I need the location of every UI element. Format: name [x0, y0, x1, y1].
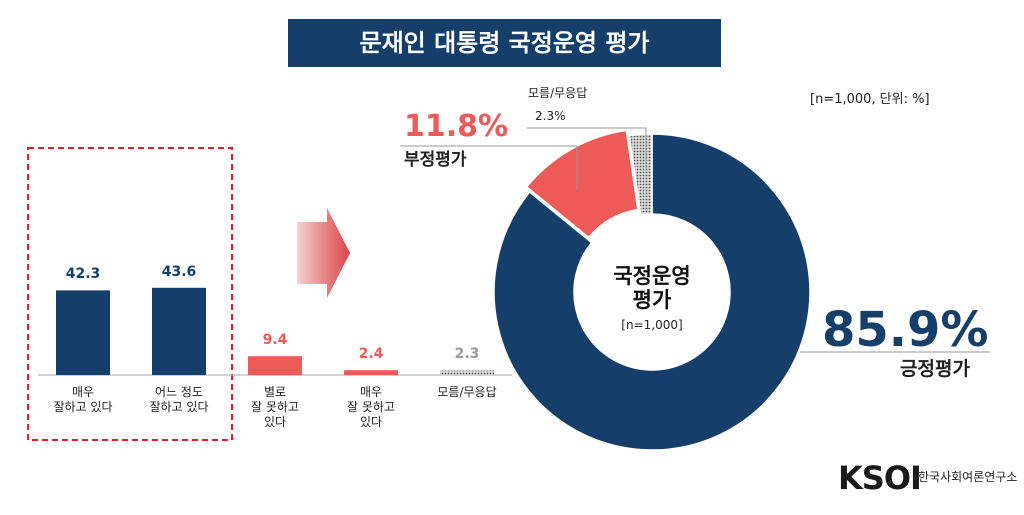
note: [n=1,000, 단위: %]	[810, 92, 930, 107]
bar	[344, 370, 398, 375]
x-tick-label: 모름/무응답	[437, 385, 497, 399]
logo-mark: KSOI	[838, 459, 922, 497]
pie-slice	[493, 133, 811, 451]
bar	[440, 370, 494, 375]
center-note: [n=1,000]	[621, 318, 683, 332]
x-tick-label: 매우 잘하고 있다	[53, 385, 113, 414]
x-tick-label: 매우 잘 못하고 있다	[347, 385, 395, 429]
bar-value-label: 2.3	[454, 346, 480, 363]
bar-value-label: 9.4	[262, 332, 288, 349]
bar	[152, 287, 206, 375]
arrow	[297, 208, 350, 298]
value-label: 11.8%	[404, 109, 509, 144]
x-tick-label: 별로 잘 못하고 있다	[251, 385, 299, 429]
bar-value-label: 2.4	[358, 346, 384, 363]
value-label: 2.3%	[535, 109, 566, 123]
category-label: 부정평가	[404, 150, 467, 170]
category-label: 모름/무응답	[528, 86, 588, 100]
leader-line	[400, 145, 578, 190]
x-tick-label: 어느 정도 잘하고 있다	[149, 385, 209, 414]
logo-name: 한국사회여론연구소	[918, 470, 1018, 484]
title-bg	[288, 19, 721, 67]
pie-slice	[525, 129, 639, 239]
bar	[56, 290, 110, 375]
center-label: 국정운영 평가	[613, 264, 691, 313]
bar-value-label: 43.6	[161, 263, 197, 280]
bar	[248, 356, 302, 375]
title: 문재인 대통령 국정운영 평가	[359, 29, 650, 57]
bar-value-label: 42.3	[65, 266, 101, 283]
leader-line	[527, 127, 647, 168]
category-label: 긍정평가	[900, 358, 970, 380]
highlight-box	[27, 147, 233, 441]
value-label: 85.9%	[822, 302, 989, 358]
